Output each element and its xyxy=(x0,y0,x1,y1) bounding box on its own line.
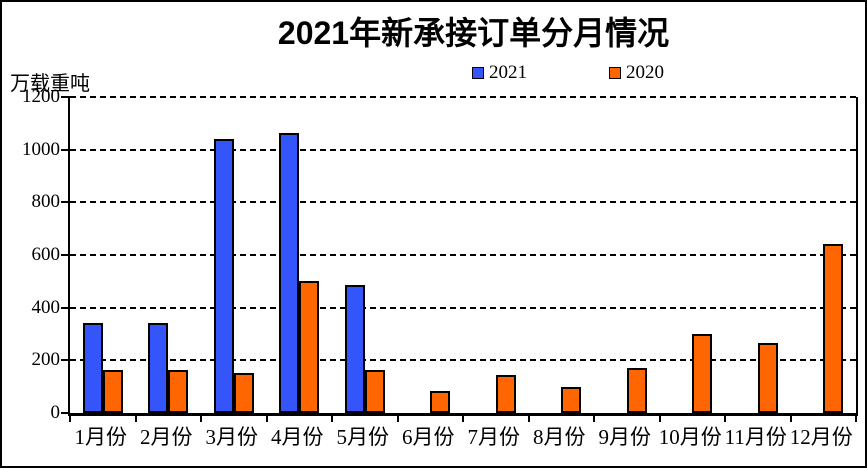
bar-2021-2月份 xyxy=(148,323,169,413)
x-tick-mark-6 xyxy=(462,416,464,422)
bar-2021-5月份 xyxy=(344,285,365,413)
x-tick-mark-3 xyxy=(265,416,268,422)
x-category-label-1月份: 1月份 xyxy=(74,425,128,449)
bar-2020-2月份 xyxy=(168,370,189,413)
y-axis-tick-labels: 0 200 400 600 800 1000 1200 xyxy=(2,2,61,466)
bar-2020-6月份 xyxy=(430,391,451,413)
bar-2020-4月份 xyxy=(299,281,320,413)
x-tick-mark-0 xyxy=(69,416,71,422)
x-tick-mark-5 xyxy=(396,416,399,422)
x-category-label-2月份: 2月份 xyxy=(140,425,193,449)
x-tick-mark-2 xyxy=(200,416,202,422)
x-category-label-3月份: 3月份 xyxy=(205,425,259,449)
bar-2020-9月份 xyxy=(626,368,647,413)
gridline-600 xyxy=(70,254,856,256)
bar-2021-3月份 xyxy=(213,139,234,413)
bar-2020-11月份 xyxy=(757,343,778,413)
x-tick-mark-8 xyxy=(593,416,595,422)
x-tick-mark-7 xyxy=(527,416,530,422)
gridline-800 xyxy=(70,201,856,204)
legend-label-2021: 2021 xyxy=(489,62,527,83)
x-category-label-8月份: 8月份 xyxy=(533,425,586,449)
y-tick-label-800: 800 xyxy=(31,191,61,213)
legend-swatch-icon-2020 xyxy=(609,66,621,79)
y-tick-label-0: 0 xyxy=(50,402,61,423)
bar-2020-1月份 xyxy=(102,370,123,413)
gridline-400 xyxy=(70,306,856,309)
chart-title: 2021年新承接订单分月情况 xyxy=(277,15,670,51)
x-tick-mark-1 xyxy=(134,416,137,422)
gridline-1000 xyxy=(70,148,856,151)
y-axis-unit-label: 万载重吨 xyxy=(10,73,90,95)
x-tick-mark-4 xyxy=(331,416,333,422)
x-category-label-6月份: 6月份 xyxy=(402,425,455,449)
bar-2020-8月份 xyxy=(561,387,582,413)
x-category-label-10月份: 10月份 xyxy=(658,425,722,449)
x-category-label-7月份: 7月份 xyxy=(467,425,521,449)
x-category-label-9月份: 9月份 xyxy=(598,425,652,449)
bar-2020-7月份 xyxy=(495,375,516,413)
x-category-label-12月份: 12月份 xyxy=(789,425,853,449)
y-tick-mark-800 xyxy=(61,201,70,204)
bar-2021-1月份 xyxy=(82,323,103,413)
gridline-200 xyxy=(70,359,856,362)
legend-item-2020: 2020 xyxy=(609,63,664,82)
legend-item-2021: 2021 xyxy=(472,63,527,82)
y-tick-label-200: 200 xyxy=(31,349,61,371)
y-tick-mark-1200 xyxy=(61,96,70,98)
x-tick-mark-11 xyxy=(789,416,792,422)
y-tick-mark-0 xyxy=(61,412,70,414)
bar-2020-3月份 xyxy=(233,373,254,413)
x-category-label-11月份: 11月份 xyxy=(724,425,787,449)
x-category-label-4月份: 4月份 xyxy=(271,425,324,449)
x-tick-mark-10 xyxy=(724,416,726,422)
y-tick-label-1200: 1200 xyxy=(22,86,60,107)
gridline-1200 xyxy=(70,96,856,98)
bar-2020-10月份 xyxy=(692,334,713,413)
plot-area xyxy=(61,96,858,422)
legend-swatch-icon-2021 xyxy=(472,66,484,79)
x-tick-mark-9 xyxy=(658,416,661,422)
y-tick-label-600: 600 xyxy=(31,244,61,265)
bar-2020-12月份 xyxy=(823,244,844,413)
x-axis-category-labels: 1月份 2月份 3月份 4月份 5月份 6月份 7月份 8月份 9月份 10月份 11月份 12月份 xyxy=(68,423,858,453)
x-category-label-5月份: 5月份 xyxy=(336,425,390,449)
y-tick-mark-400 xyxy=(61,306,70,309)
y-tick-mark-200 xyxy=(61,359,70,362)
bar-2020-5月份 xyxy=(364,370,385,413)
legend-label-2020: 2020 xyxy=(626,62,664,83)
y-tick-label-1000: 1000 xyxy=(22,138,60,160)
y-tick-mark-1000 xyxy=(61,148,70,151)
y-tick-label-400: 400 xyxy=(31,296,61,318)
bar-2021-4月份 xyxy=(279,133,300,413)
legend: 2021 2020 xyxy=(472,63,664,82)
y-tick-mark-600 xyxy=(61,254,70,256)
x-tick-mark-12 xyxy=(855,416,857,422)
